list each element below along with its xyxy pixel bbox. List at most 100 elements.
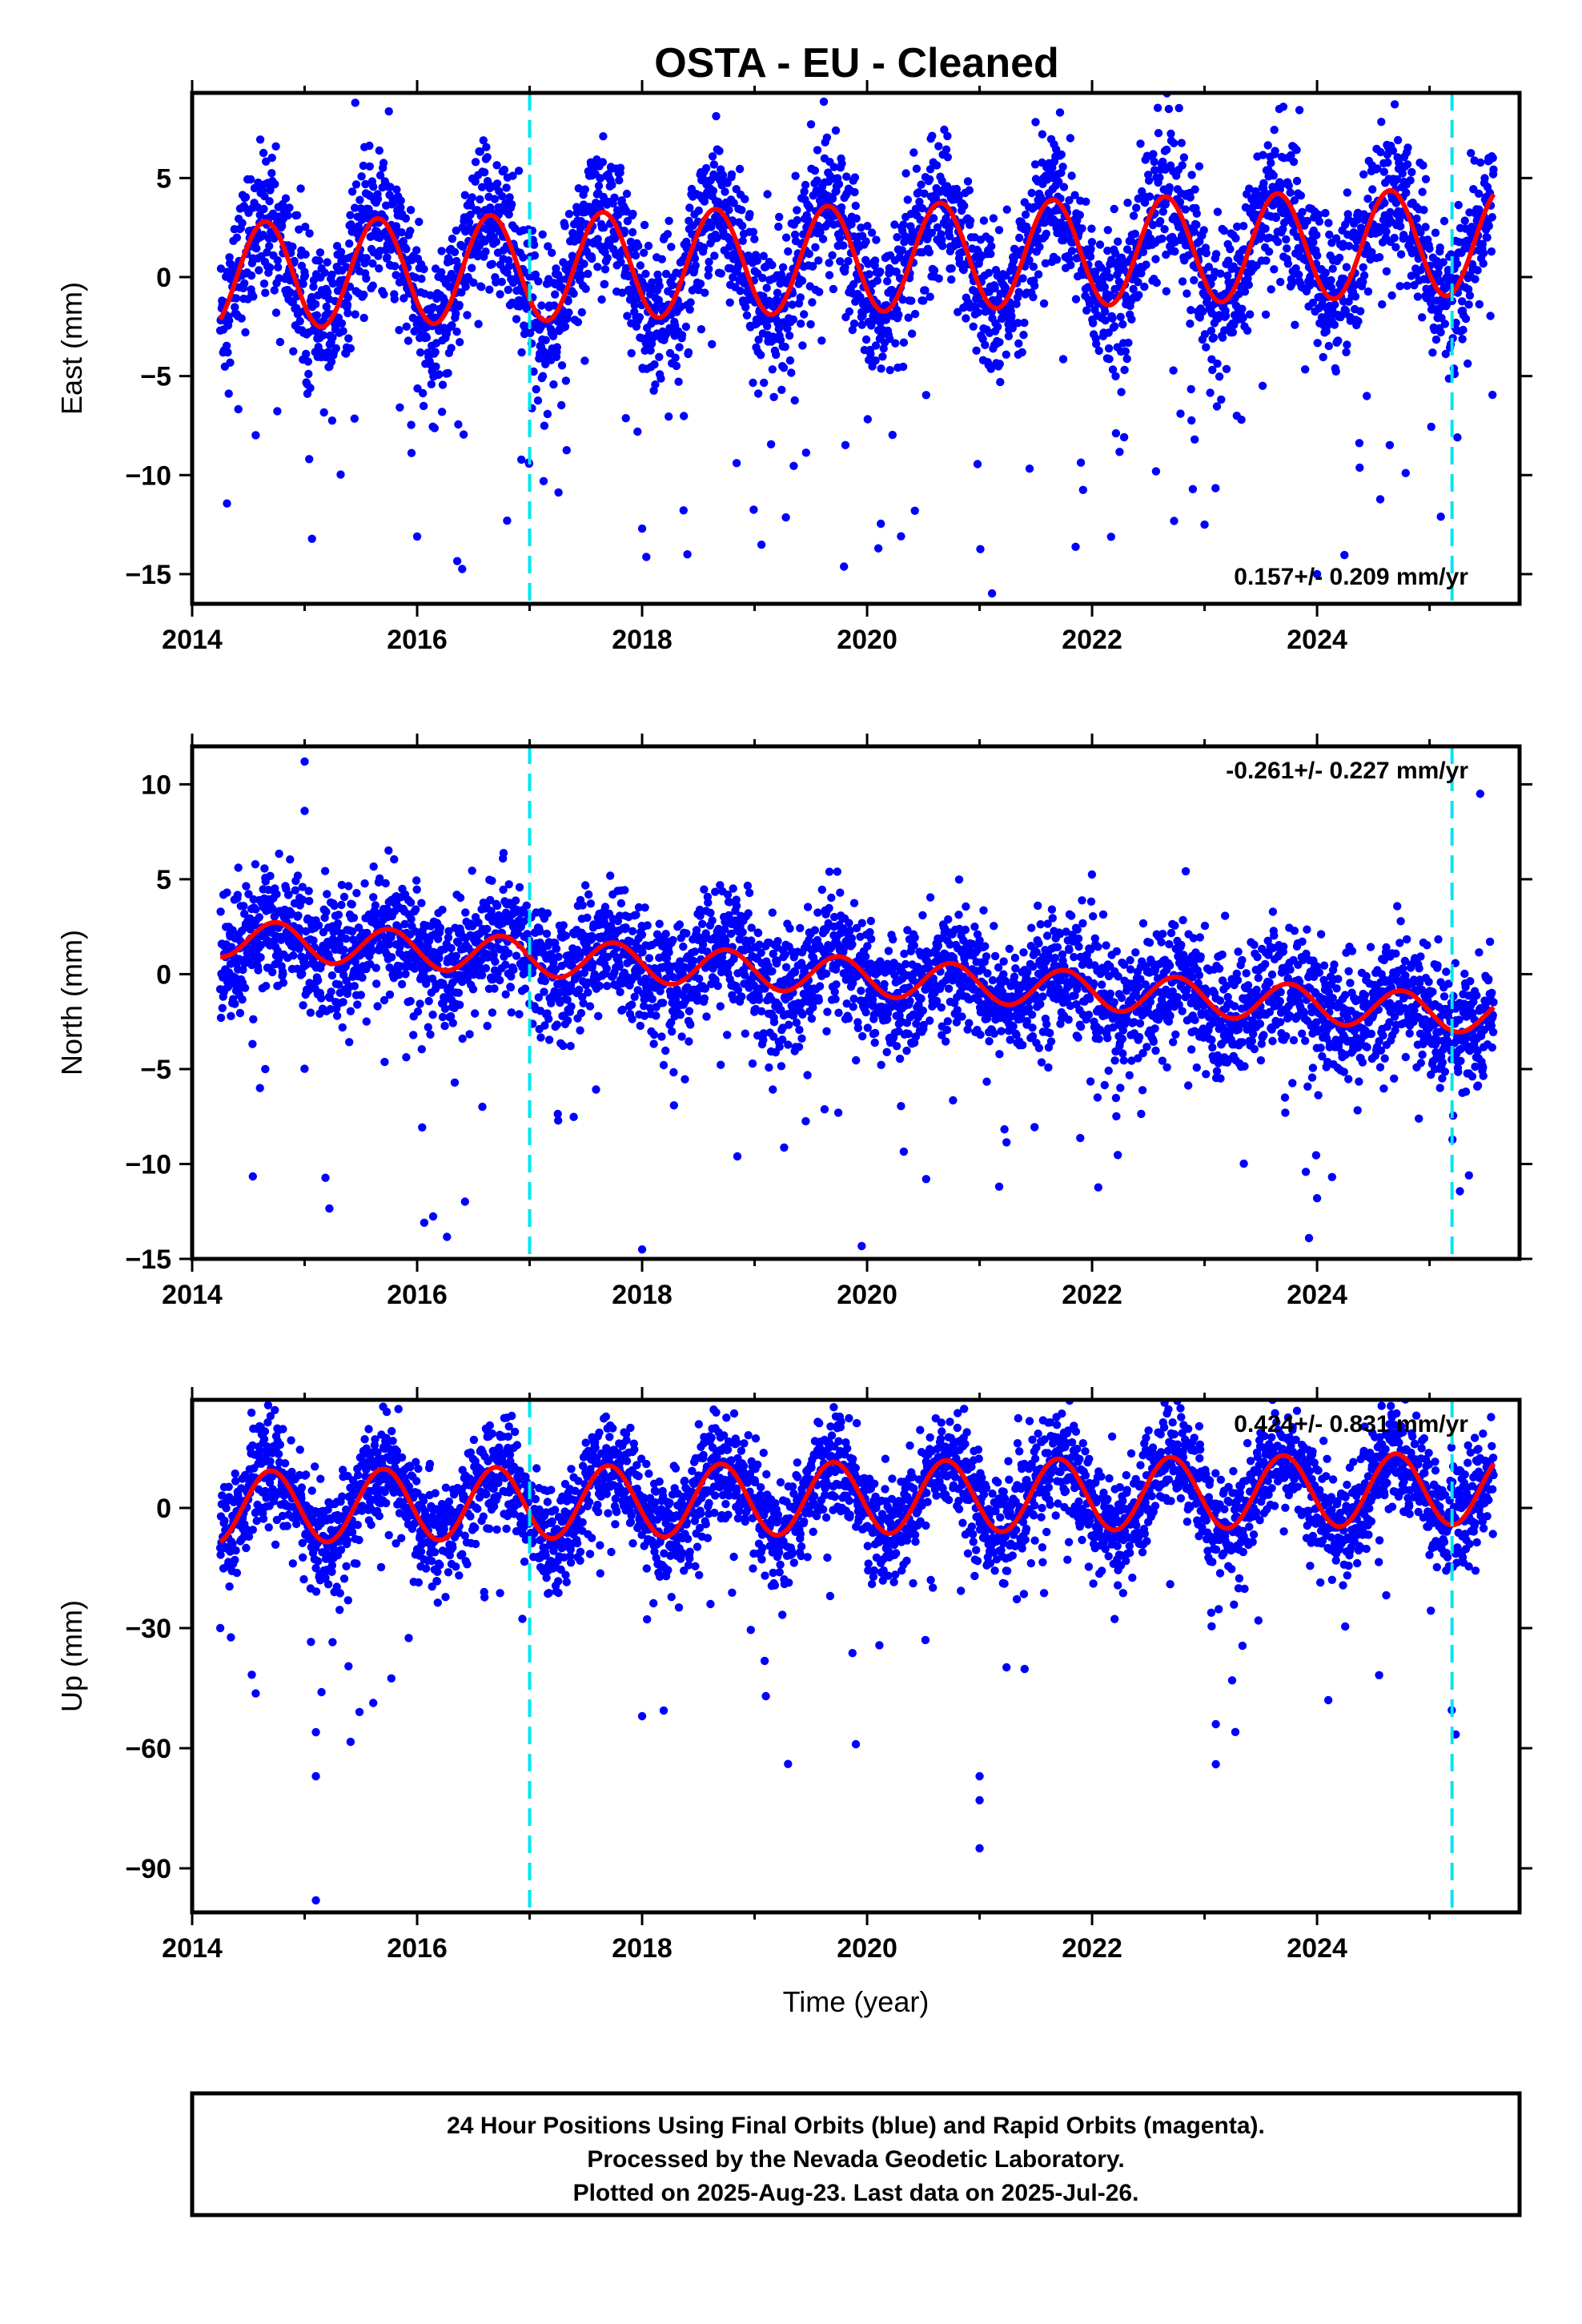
east-point — [1471, 275, 1480, 283]
east-point — [837, 159, 846, 168]
east-point — [800, 187, 809, 196]
east-point — [709, 160, 718, 169]
east-point — [1144, 176, 1154, 185]
east-point — [1039, 299, 1049, 308]
north-point — [569, 1112, 578, 1121]
east-point — [1087, 238, 1097, 247]
east-point — [1199, 307, 1207, 316]
east-point — [671, 353, 680, 362]
east-point — [600, 265, 610, 274]
east-point — [655, 352, 664, 361]
east-point — [419, 388, 428, 398]
east-point — [1403, 281, 1411, 290]
north-point — [511, 896, 520, 905]
east-point — [694, 206, 703, 215]
east-point — [241, 193, 251, 202]
east-point — [397, 228, 406, 237]
east-point — [996, 377, 1005, 387]
east-point — [844, 256, 853, 266]
east-point — [774, 222, 783, 231]
north-point — [544, 1015, 553, 1023]
east-point — [315, 256, 323, 265]
north-point — [338, 1023, 347, 1032]
east-point — [1095, 240, 1105, 249]
east-point — [1390, 233, 1399, 243]
north-point — [561, 931, 571, 940]
east-point — [1030, 160, 1040, 169]
north-point — [522, 901, 531, 911]
north-point — [583, 913, 592, 923]
north-point — [304, 887, 313, 895]
east-point — [1484, 222, 1494, 231]
east-point — [1421, 175, 1431, 183]
east-point — [597, 295, 606, 304]
east-point — [1070, 191, 1079, 199]
north-point — [575, 985, 584, 995]
north-point — [334, 911, 343, 919]
east-point — [1263, 190, 1271, 199]
east-point — [1199, 226, 1208, 235]
east-point — [742, 311, 752, 320]
east-point — [684, 348, 693, 357]
east-point — [247, 175, 255, 184]
east-point — [343, 293, 352, 302]
east-point — [1330, 320, 1339, 329]
north-point — [490, 984, 499, 993]
east-point — [1122, 354, 1131, 364]
east-point — [679, 506, 688, 515]
east-point — [1289, 157, 1299, 167]
east-point — [1439, 216, 1449, 226]
east-point — [1368, 185, 1377, 194]
east-point — [447, 344, 456, 352]
east-point — [1052, 145, 1061, 154]
east-point — [1231, 234, 1240, 243]
east-point — [925, 247, 934, 257]
east-point — [811, 243, 820, 251]
east-point — [1195, 162, 1204, 171]
east-outlier-point — [1200, 520, 1209, 529]
east-point — [635, 312, 644, 322]
east-model-curve — [218, 187, 1496, 330]
east-point — [627, 348, 636, 358]
north-point — [306, 1008, 315, 1017]
north-point — [465, 1030, 474, 1039]
east-point — [477, 283, 486, 292]
east-point — [580, 259, 588, 268]
east-point — [623, 312, 632, 320]
east-point — [683, 550, 692, 559]
east-point — [787, 368, 796, 377]
east-point — [485, 285, 494, 294]
east-point — [1190, 275, 1199, 285]
east-point — [226, 358, 235, 367]
east-point — [1014, 339, 1023, 348]
east-point — [265, 197, 274, 206]
east-point — [490, 195, 500, 203]
east-point — [1025, 255, 1034, 265]
east-point — [768, 365, 777, 374]
north-point — [227, 943, 236, 951]
east-point — [1376, 147, 1385, 157]
east-point — [899, 220, 908, 229]
east-point — [1375, 253, 1384, 262]
north-point — [685, 1007, 694, 1015]
east-point — [1186, 193, 1195, 202]
east-ytick-label: 0 — [156, 263, 171, 293]
east-point — [1148, 220, 1158, 230]
east-point — [237, 314, 246, 323]
north-point — [632, 911, 640, 919]
east-point — [1459, 325, 1468, 335]
east-xtick-label: 2014 — [162, 625, 223, 655]
east-point — [1452, 318, 1460, 328]
east-point — [694, 286, 703, 295]
east-point — [1435, 243, 1444, 252]
east-point — [837, 203, 846, 212]
east-point — [500, 165, 509, 175]
east-point — [777, 385, 786, 394]
east-point — [420, 264, 428, 274]
north-point — [447, 943, 456, 953]
north-point — [468, 985, 478, 994]
north-point — [390, 854, 399, 864]
east-ytick-label: −5 — [140, 362, 171, 392]
east-point — [1464, 300, 1473, 309]
east-point — [973, 460, 982, 468]
